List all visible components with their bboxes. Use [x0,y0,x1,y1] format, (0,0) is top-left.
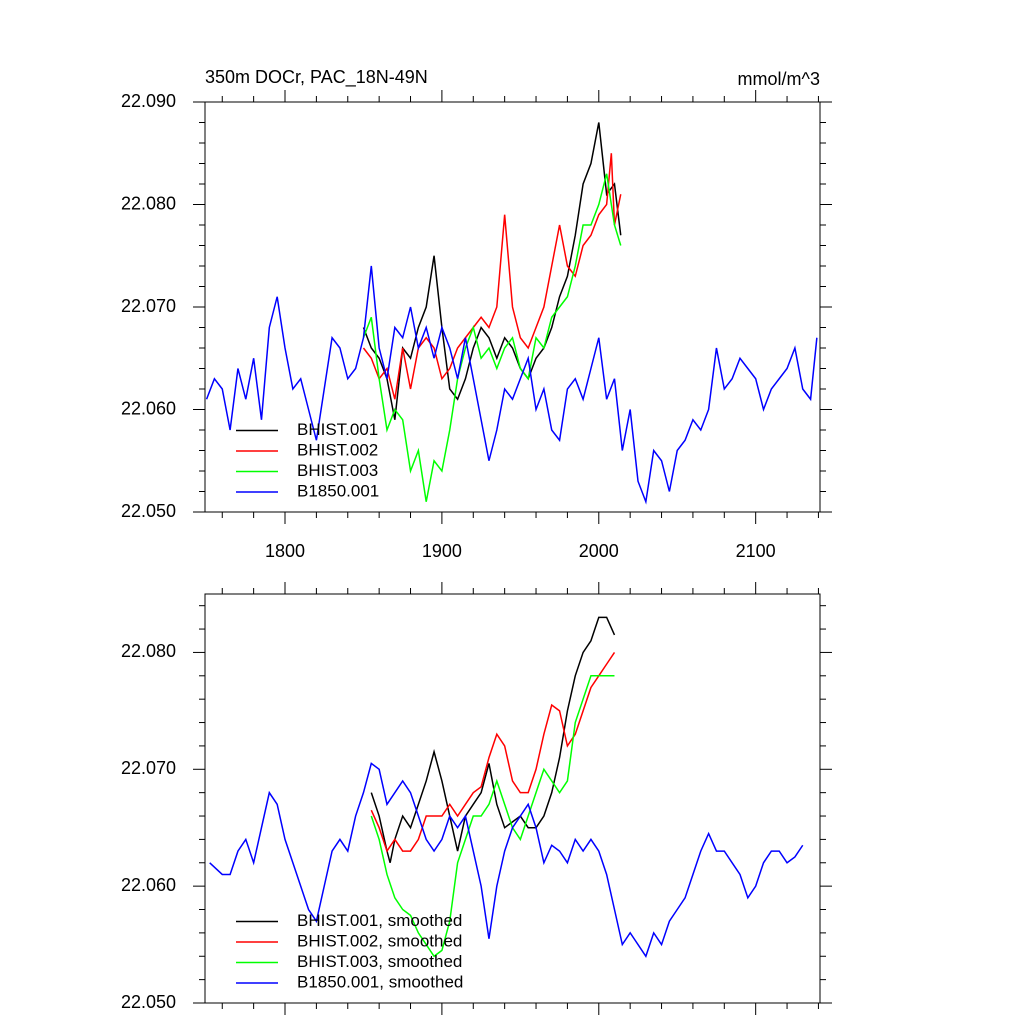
series-line [205,265,818,505]
y-tick-label: 22.070 [121,296,176,316]
units-label: mmol/m^3 [738,69,820,89]
legend-label: BHIST.002 [297,440,378,459]
x-tick-label: 1900 [422,541,462,561]
legend-label: BHIST.003 [297,461,378,480]
x-tick-label: 1800 [265,541,305,561]
x-tick-label: 2100 [736,541,776,561]
legend-label: BHIST.002, smoothed [297,931,462,950]
y-tick-label: 22.090 [121,91,176,111]
series-line [362,122,622,420]
y-tick-label: 22.080 [121,641,176,661]
x-tick-label: 2000 [579,541,619,561]
legend-label: B1850.001 [297,481,379,500]
series-line [362,173,622,502]
y-tick-label: 22.050 [121,501,176,521]
legend-label: BHIST.001, smoothed [297,911,462,930]
series-line [362,153,622,400]
series-line [209,762,804,958]
series-line [370,675,615,958]
y-tick-label: 22.070 [121,758,176,778]
legend-label: BHIST.001 [297,420,378,439]
y-tick-label: 22.060 [121,875,176,895]
plot-frame [204,593,821,1004]
legend-label: B1850.001, smoothed [297,972,463,991]
y-tick-label: 22.050 [121,992,176,1012]
series-line [370,616,616,863]
y-tick-label: 22.080 [121,193,176,213]
y-tick-label: 22.060 [121,398,176,418]
chart-title: 350m DOCr, PAC_18N-49N [205,67,428,88]
legend-label: BHIST.003, smoothed [297,952,462,971]
